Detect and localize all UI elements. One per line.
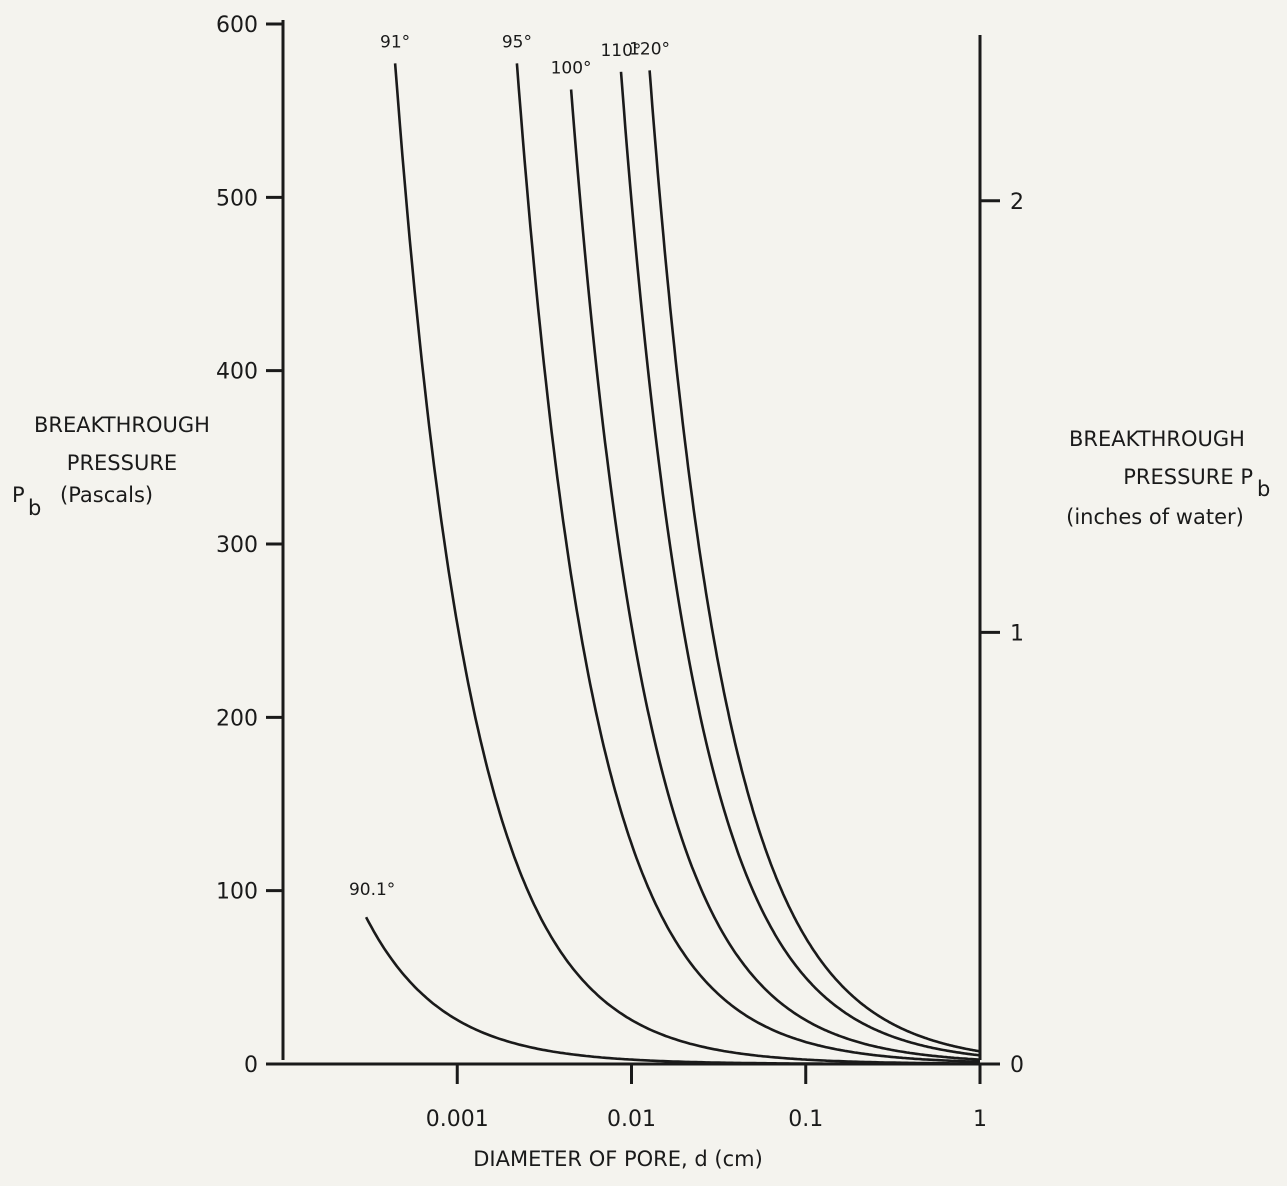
y2-tick-label: 1 <box>1010 621 1024 646</box>
y2-tick-label: 0 <box>1010 1053 1024 1078</box>
left-y-title-subscript: b <box>28 496 41 520</box>
y-tick-label: 400 <box>216 360 258 385</box>
curve-120 <box>648 70 981 1053</box>
y-tick-label: 100 <box>216 880 258 905</box>
x-tick-label: 0.01 <box>607 1107 656 1132</box>
y-tick-label: 200 <box>216 706 258 731</box>
y-tick-label: 0 <box>244 1053 258 1078</box>
curve-label-100: 100° <box>551 58 592 78</box>
curve-label-91: 91° <box>380 32 410 52</box>
curve-label-90.1: 90.1° <box>349 880 395 900</box>
right-y-title-line3: (inches of water) <box>1066 505 1244 529</box>
curve-label-110: 110° <box>600 41 641 61</box>
left-y-axis-title: BREAKTHROUGH PRESSURE P b (Pascals) <box>12 413 210 520</box>
y2-tick-label: 2 <box>1010 190 1024 215</box>
right-y-ticks: 0 1 2 <box>980 190 1024 1078</box>
x-tick-label: 1 <box>973 1107 987 1132</box>
right-y-axis-title: BREAKTHROUGH PRESSURE P b (inches of wat… <box>1066 427 1270 529</box>
curve-label-95: 95° <box>502 32 532 52</box>
left-y-title-symbol: P <box>12 483 25 507</box>
right-y-title-line1: BREAKTHROUGH <box>1069 427 1245 451</box>
left-y-title-unit: (Pascals) <box>60 483 153 507</box>
x-tick-label: 0.001 <box>426 1107 489 1132</box>
y-tick-label: 500 <box>216 186 258 211</box>
curve-label-120: 120° <box>629 39 670 59</box>
curve-91 <box>393 63 981 1065</box>
pressure-curves <box>364 63 981 1066</box>
curve-100 <box>569 89 981 1061</box>
y-tick-label: 300 <box>216 533 258 558</box>
x-ticks: 0.001 0.01 0.1 1 <box>426 1064 987 1132</box>
curve-90.1 <box>364 916 980 1066</box>
left-y-title-line1: BREAKTHROUGH <box>34 413 210 437</box>
x-tick-label: 0.1 <box>788 1107 823 1132</box>
right-y-title-line2: PRESSURE P <box>1123 465 1253 489</box>
left-y-ticks: 0 100 200 300 400 500 600 <box>216 13 283 1078</box>
curve-95 <box>515 63 981 1064</box>
left-y-title-line2: PRESSURE <box>67 451 177 475</box>
curve-labels: 90.1° 91° 95° 100° 110°120° <box>349 32 670 900</box>
curve-110 <box>619 71 981 1057</box>
x-axis-title: DIAMETER OF PORE, d (cm) <box>473 1147 763 1171</box>
right-y-title-subscript: b <box>1257 477 1270 501</box>
y-tick-label: 600 <box>216 13 258 38</box>
